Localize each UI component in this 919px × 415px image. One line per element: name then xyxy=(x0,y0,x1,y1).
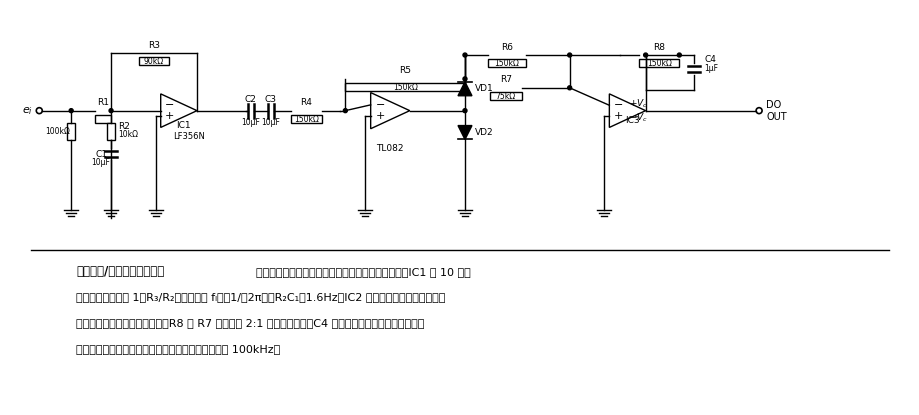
Text: C4: C4 xyxy=(704,56,715,64)
Text: 150kΩ: 150kΩ xyxy=(646,59,671,68)
Text: R5: R5 xyxy=(399,66,411,76)
Text: 输入信号相加成全波整流电路。R8 与 R7 的阻值为 2:1 关系非常重要。C4 为滤波电容，其容量的选取应兼: 输入信号相加成全波整流电路。R8 与 R7 的阻值为 2:1 关系非常重要。C4… xyxy=(76,318,424,328)
Polygon shape xyxy=(370,93,409,129)
Text: 流放大器，倍数为 1＋R₃/R₂，低端频率 fₗ＝［1/（2π）］R₂C₁＝1.6Hz。IC2 为负输出半波整流电路，与: 流放大器，倍数为 1＋R₃/R₂，低端频率 fₗ＝［1/（2π）］R₂C₁＝1.… xyxy=(76,293,445,303)
Text: IC3: IC3 xyxy=(625,116,639,125)
Text: VD2: VD2 xyxy=(474,128,493,137)
Bar xyxy=(490,92,521,100)
Text: +: + xyxy=(165,111,174,121)
Circle shape xyxy=(462,109,467,112)
Bar xyxy=(487,59,526,67)
Text: +: + xyxy=(613,111,622,121)
Polygon shape xyxy=(458,126,471,139)
Text: 100kΩ: 100kΩ xyxy=(45,127,70,136)
Bar xyxy=(95,115,111,122)
Circle shape xyxy=(567,53,571,57)
Text: OUT: OUT xyxy=(766,112,786,122)
Text: 90kΩ: 90kΩ xyxy=(143,58,164,66)
Text: 75kΩ: 75kΩ xyxy=(495,92,516,101)
Text: 10µF: 10µF xyxy=(92,158,110,167)
Text: LF356N: LF356N xyxy=(173,132,205,141)
Text: $+V_c$: $+V_c$ xyxy=(629,97,648,110)
Circle shape xyxy=(567,86,571,90)
Circle shape xyxy=(69,109,74,112)
Text: 这是采用运算放大器的全波整流与电容滤波的电路。IC1 是 10 倍交: 这是采用运算放大器的全波整流与电容滤波的电路。IC1 是 10 倍交 xyxy=(248,266,470,276)
Text: 150kΩ: 150kΩ xyxy=(392,83,417,92)
Text: C3: C3 xyxy=(265,95,277,104)
Text: C1: C1 xyxy=(95,150,107,159)
Bar xyxy=(107,122,115,140)
Text: R3: R3 xyxy=(148,41,160,50)
Bar xyxy=(345,83,464,91)
Text: −: − xyxy=(375,100,384,110)
Bar xyxy=(639,59,678,67)
Text: 10kΩ: 10kΩ xyxy=(118,130,138,139)
Text: TL082: TL082 xyxy=(376,144,403,153)
Text: R8: R8 xyxy=(652,43,664,51)
Text: 顾纹波与响应速度的矛盾关系。本电路测量频率可达 100kHz。: 顾纹波与响应速度的矛盾关系。本电路测量频率可达 100kHz。 xyxy=(76,344,280,354)
Text: 150kΩ: 150kΩ xyxy=(494,59,518,68)
Circle shape xyxy=(343,109,347,112)
Text: −: − xyxy=(613,100,622,110)
Bar xyxy=(67,122,75,140)
Text: C2: C2 xyxy=(244,95,256,104)
Text: 10µF: 10µF xyxy=(241,118,260,127)
Text: R2: R2 xyxy=(118,122,130,131)
Bar xyxy=(290,115,322,122)
Text: −: − xyxy=(165,100,174,110)
Text: 交流电压/直流电压转换电路: 交流电压/直流电压转换电路 xyxy=(76,265,165,278)
Text: 1µF: 1µF xyxy=(704,64,718,73)
Circle shape xyxy=(676,53,681,57)
Text: $e_i$: $e_i$ xyxy=(22,105,33,117)
Text: $-V_c$: $-V_c$ xyxy=(629,112,648,124)
Text: +: + xyxy=(375,112,384,122)
Circle shape xyxy=(109,109,113,112)
Text: R4: R4 xyxy=(301,98,312,107)
Circle shape xyxy=(462,77,467,81)
Bar xyxy=(139,57,169,65)
Text: DO: DO xyxy=(766,100,780,110)
Text: R6: R6 xyxy=(500,43,512,51)
Text: IC1: IC1 xyxy=(176,121,191,130)
Text: VD1: VD1 xyxy=(474,84,494,93)
Polygon shape xyxy=(608,94,645,127)
Polygon shape xyxy=(458,82,471,96)
Text: R1: R1 xyxy=(97,98,109,107)
Polygon shape xyxy=(161,94,197,127)
Text: 10µF: 10µF xyxy=(261,118,279,127)
Circle shape xyxy=(643,53,647,57)
Circle shape xyxy=(462,53,467,57)
Text: R7: R7 xyxy=(499,76,511,84)
Text: 150kΩ: 150kΩ xyxy=(294,115,319,124)
